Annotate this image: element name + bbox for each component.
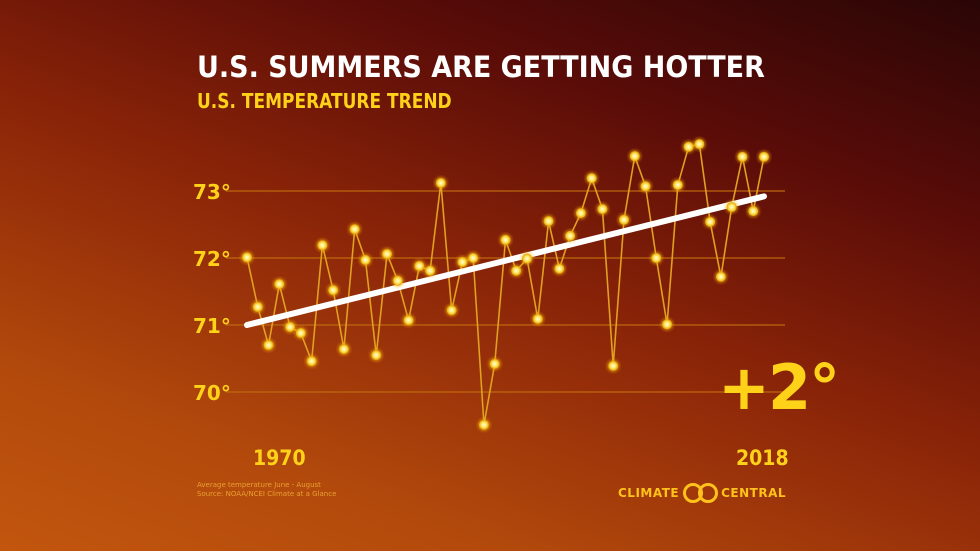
data-point [737, 151, 748, 162]
data-point [489, 358, 500, 369]
data-point [597, 204, 608, 215]
data-point [705, 216, 716, 227]
data-point [242, 252, 252, 263]
temperature-line [246, 143, 765, 425]
data-point [565, 230, 576, 241]
footnote-period: Average temperature June - August [197, 481, 321, 489]
data-point [500, 234, 511, 245]
data-point [468, 253, 479, 263]
data-point [457, 257, 468, 268]
data-point [435, 177, 446, 188]
chart-title: U.S. SUMMERS ARE GETTING HOTTER [197, 50, 765, 84]
data-point [252, 301, 263, 312]
y-tick-label: 73° [193, 180, 231, 204]
data-point [425, 265, 436, 276]
data-point [586, 173, 597, 184]
data-point [759, 151, 769, 162]
data-point [382, 248, 393, 259]
data-point [651, 253, 662, 263]
data-point [360, 255, 371, 266]
data-point [328, 285, 339, 296]
data-point [662, 319, 673, 330]
data-point [522, 253, 533, 264]
footnote-source: Source: NOAA/NCEI Climate at a Glance [197, 490, 337, 498]
y-tick-label: 72° [193, 247, 231, 271]
data-point [403, 315, 414, 326]
y-tick-label: 70° [193, 381, 231, 405]
chart-subtitle: U.S. TEMPERATURE TREND [197, 89, 452, 113]
data-point [338, 344, 349, 355]
x-label-end: 2018 [736, 446, 789, 470]
logo-rings-icon [683, 483, 719, 503]
data-point [263, 340, 274, 351]
data-point [317, 240, 328, 251]
data-point [392, 275, 403, 286]
data-point [306, 356, 317, 367]
logo-text-right: CENTRAL [721, 486, 787, 500]
data-point [748, 206, 759, 217]
climate-central-logo: CLIMATE CENTRAL [618, 483, 786, 503]
data-point [285, 322, 296, 333]
data-point [554, 263, 565, 274]
data-point [640, 181, 651, 192]
data-point [478, 419, 489, 430]
footnote: Average temperature June - August Source… [197, 481, 336, 499]
change-annotation: +2° [718, 351, 840, 424]
data-point [672, 179, 683, 190]
data-point [608, 360, 619, 371]
data-point [371, 350, 382, 361]
data-point [532, 313, 543, 324]
data-point [683, 141, 694, 152]
data-point [414, 261, 425, 272]
data-point [274, 279, 285, 290]
y-tick-label: 71° [193, 314, 231, 338]
data-point [715, 271, 726, 282]
data-point [694, 139, 705, 150]
data-point [295, 328, 306, 339]
data-point [575, 208, 586, 219]
trend-line [244, 193, 767, 328]
data-point [446, 305, 457, 316]
data-point [629, 151, 640, 162]
data-point [349, 224, 360, 235]
x-label-start: 1970 [253, 446, 306, 470]
data-point [511, 265, 522, 276]
data-point [618, 214, 629, 225]
logo-text-left: CLIMATE [618, 486, 680, 500]
data-point [726, 202, 737, 213]
data-point [543, 216, 554, 227]
